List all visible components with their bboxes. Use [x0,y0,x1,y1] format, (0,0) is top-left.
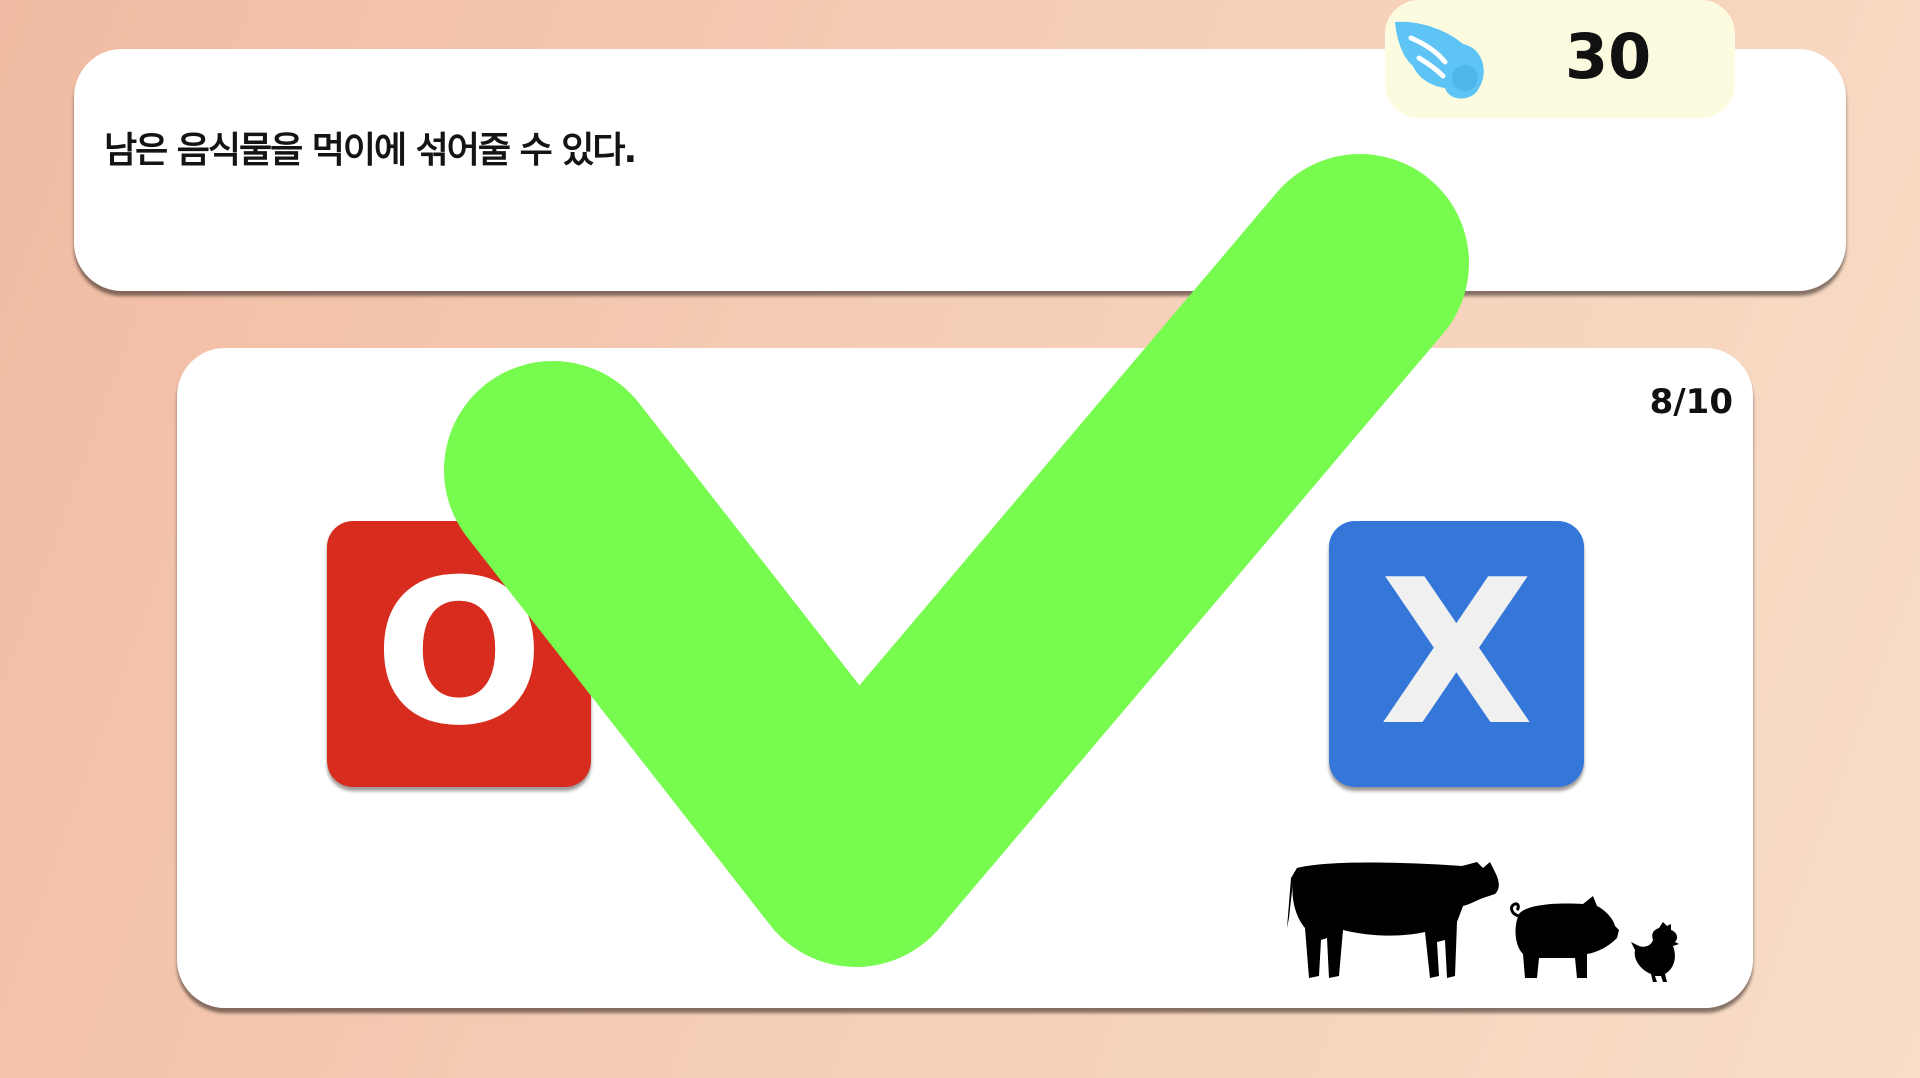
chicken-icon [1631,922,1679,982]
question-progress: 8/10 [1649,382,1733,422]
farm-animals [1287,862,1679,982]
score-badge: 30 [1385,0,1735,118]
pig-icon [1510,896,1619,978]
answer-x-button[interactable]: X [1329,521,1584,787]
answer-o-label: O [373,537,545,770]
answer-card: 8/10 O X [177,348,1753,1008]
wing-icon [1395,21,1484,99]
answer-x-label: X [1379,537,1534,770]
question-text: 남은 음식물을 먹이에 섞어줄 수 있다. [104,130,637,171]
cow-icon [1287,862,1499,978]
answer-o-button[interactable]: O [327,521,591,787]
score-value: 30 [1565,20,1652,93]
